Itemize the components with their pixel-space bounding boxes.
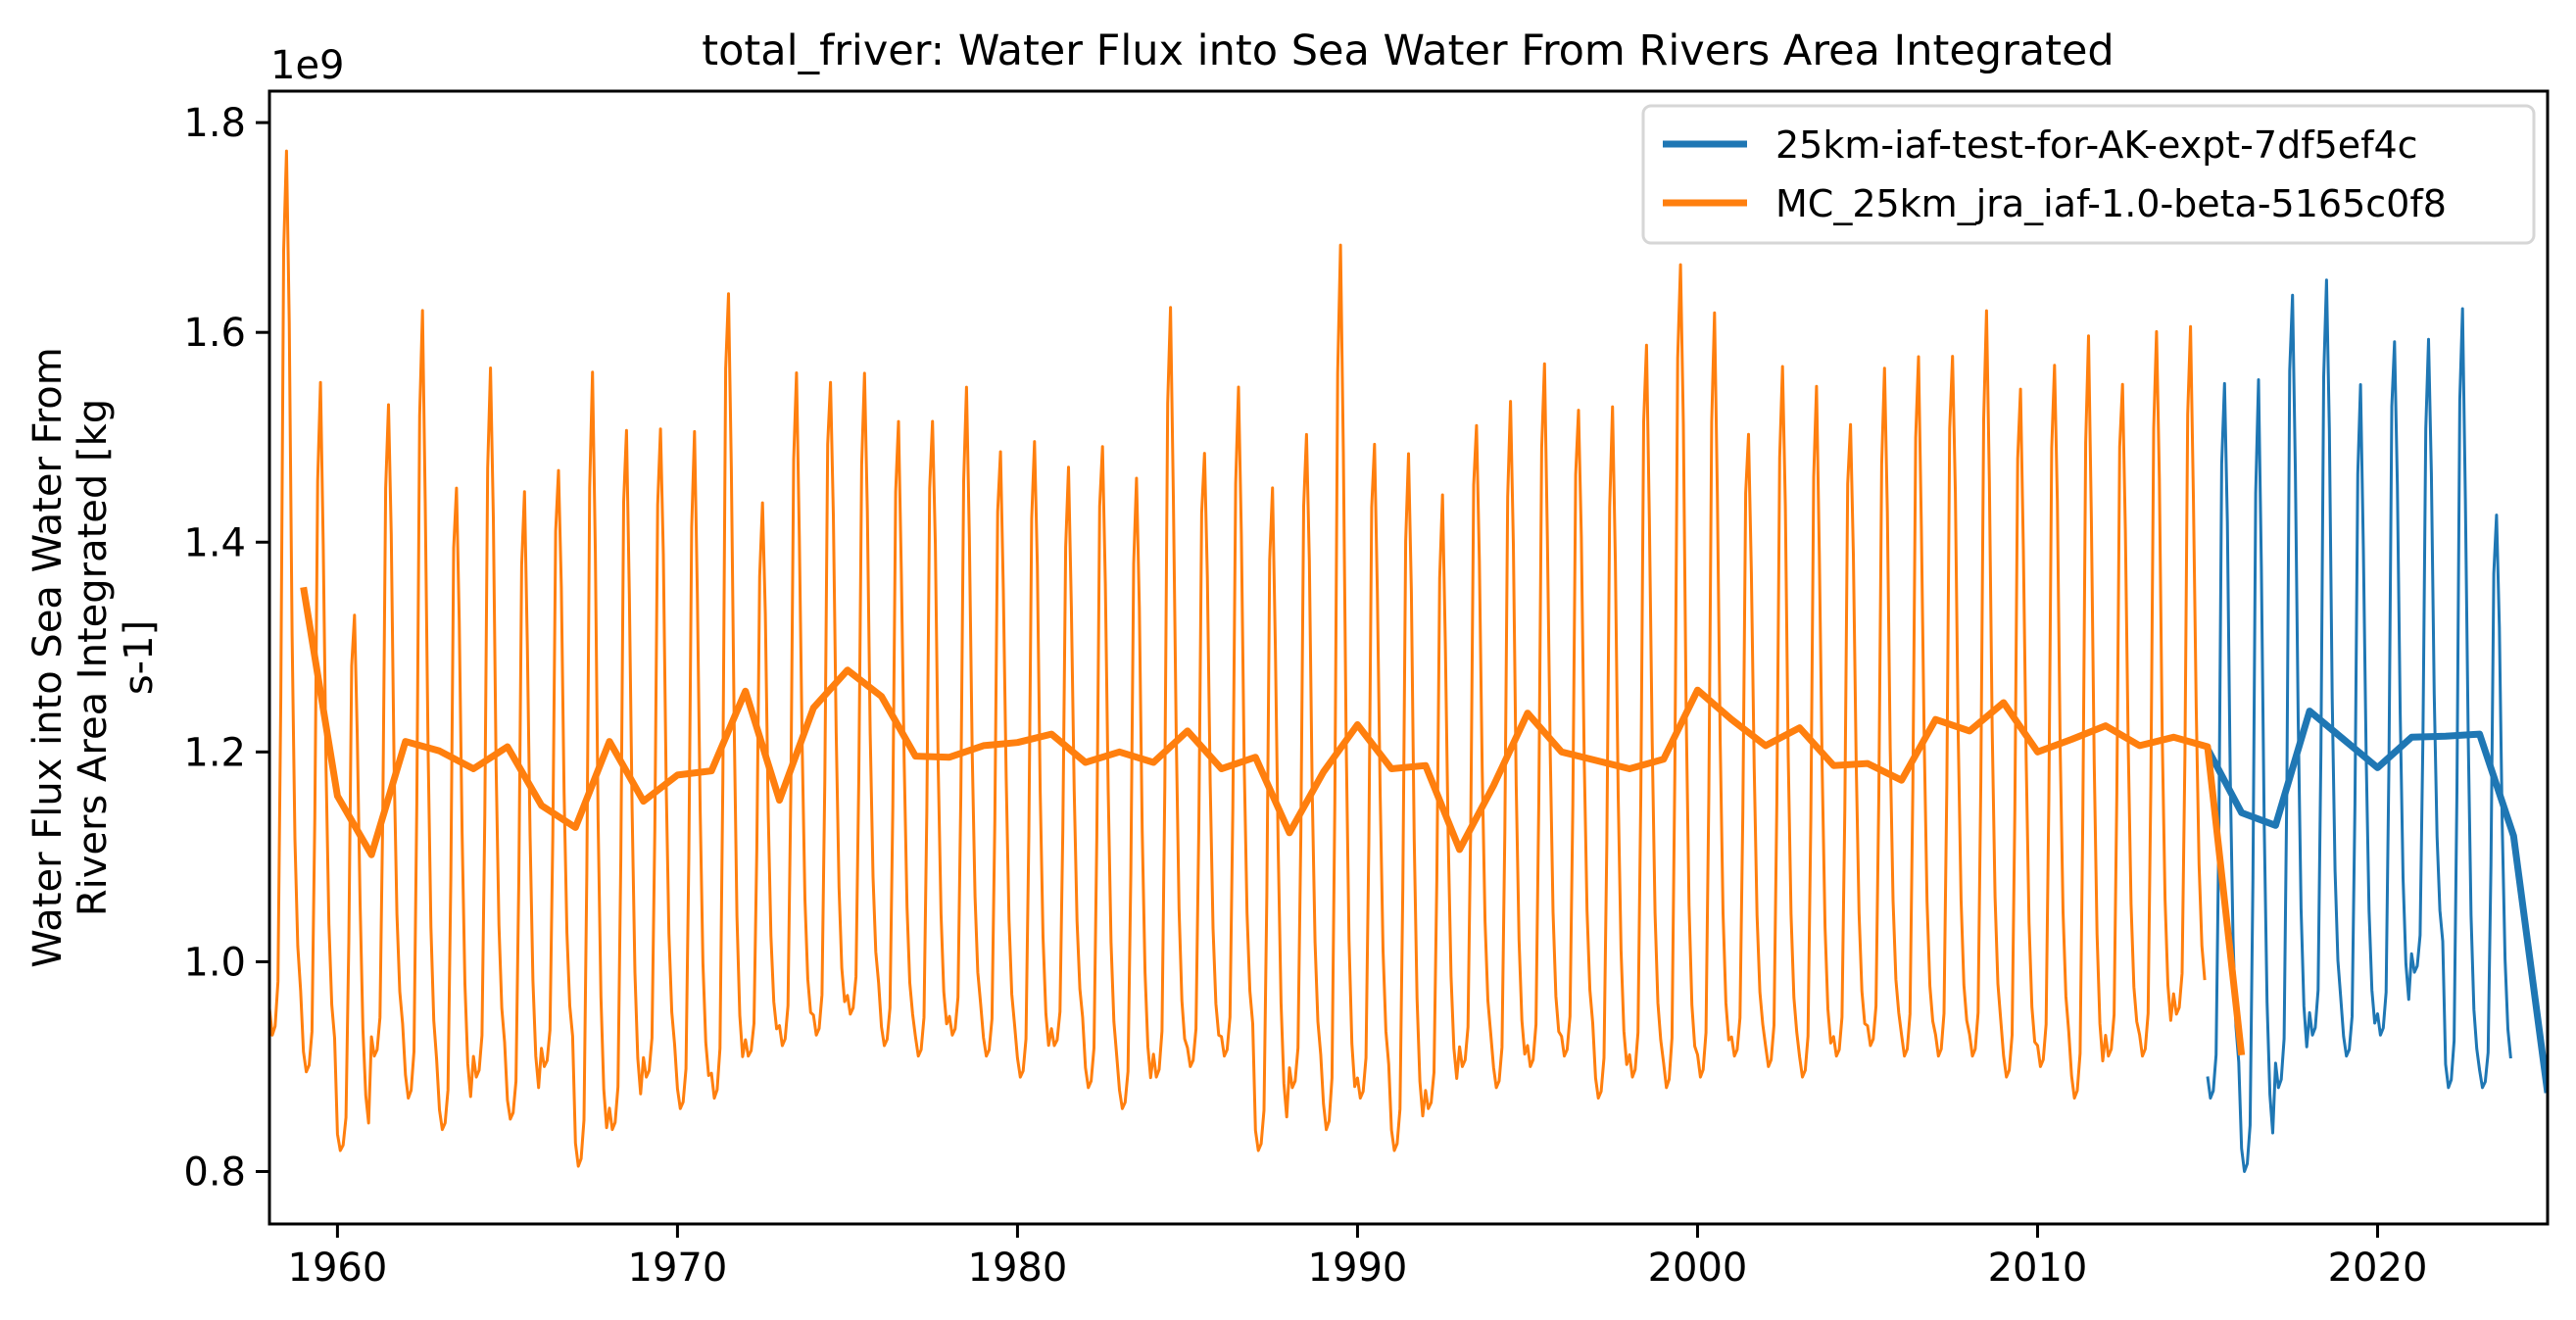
y-tick-label: 0.8 [183, 1149, 246, 1195]
x-tick-label: 1980 [968, 1246, 1068, 1291]
x-tick-label: 1960 [288, 1246, 388, 1291]
y-axis-label-line-2: Rivers Area Integrated [kg [71, 399, 116, 916]
axes-frame [267, 89, 2550, 1226]
x-tick-label: 2020 [2328, 1246, 2428, 1291]
x-tick-label: 1970 [628, 1246, 728, 1291]
y-tick-label: 1.4 [183, 520, 246, 565]
x-tick-label: 2010 [1988, 1246, 2088, 1291]
axis-ticks: 1960 1970 1980 1990 2000 2010 2020 0.8 1.0 1.2 1.4… [183, 101, 2427, 1291]
y-axis-label-line-1: Water Flux into Sea Water From [25, 347, 71, 967]
chart-title: total_friver: Water Flux into Sea Water … [702, 26, 2114, 75]
monthly-series-1 [269, 149, 2207, 1168]
y-tick-label: 1.2 [183, 730, 246, 775]
y-tick-label: 1.0 [183, 940, 246, 985]
y-tick-label: 1.8 [183, 101, 246, 146]
legend-label-orange: MC_25km_jra_iaf-1.0-beta-5165c0f8 [1775, 182, 2447, 225]
plot-area [269, 149, 2548, 1173]
y-offset-label: 1e9 [270, 43, 345, 88]
y-tick-label: 1.6 [183, 311, 246, 356]
legend: 25km-iaf-test-for-AK-expt-7df5ef4c MC_25… [1641, 104, 2536, 245]
annual-mean-series-1 [300, 586, 2246, 1056]
monthly-series-0 [2206, 278, 2512, 1173]
y-axis-label-line-3: s-1] [117, 620, 162, 695]
legend-box [1641, 104, 2536, 245]
y-axis-label: Water Flux into Sea Water From Rivers Ar… [25, 347, 162, 967]
x-tick-label: 2000 [1648, 1246, 1748, 1291]
legend-label-blue: 25km-iaf-test-for-AK-expt-7df5ef4c [1775, 123, 2418, 167]
x-tick-label: 1990 [1308, 1246, 1408, 1291]
